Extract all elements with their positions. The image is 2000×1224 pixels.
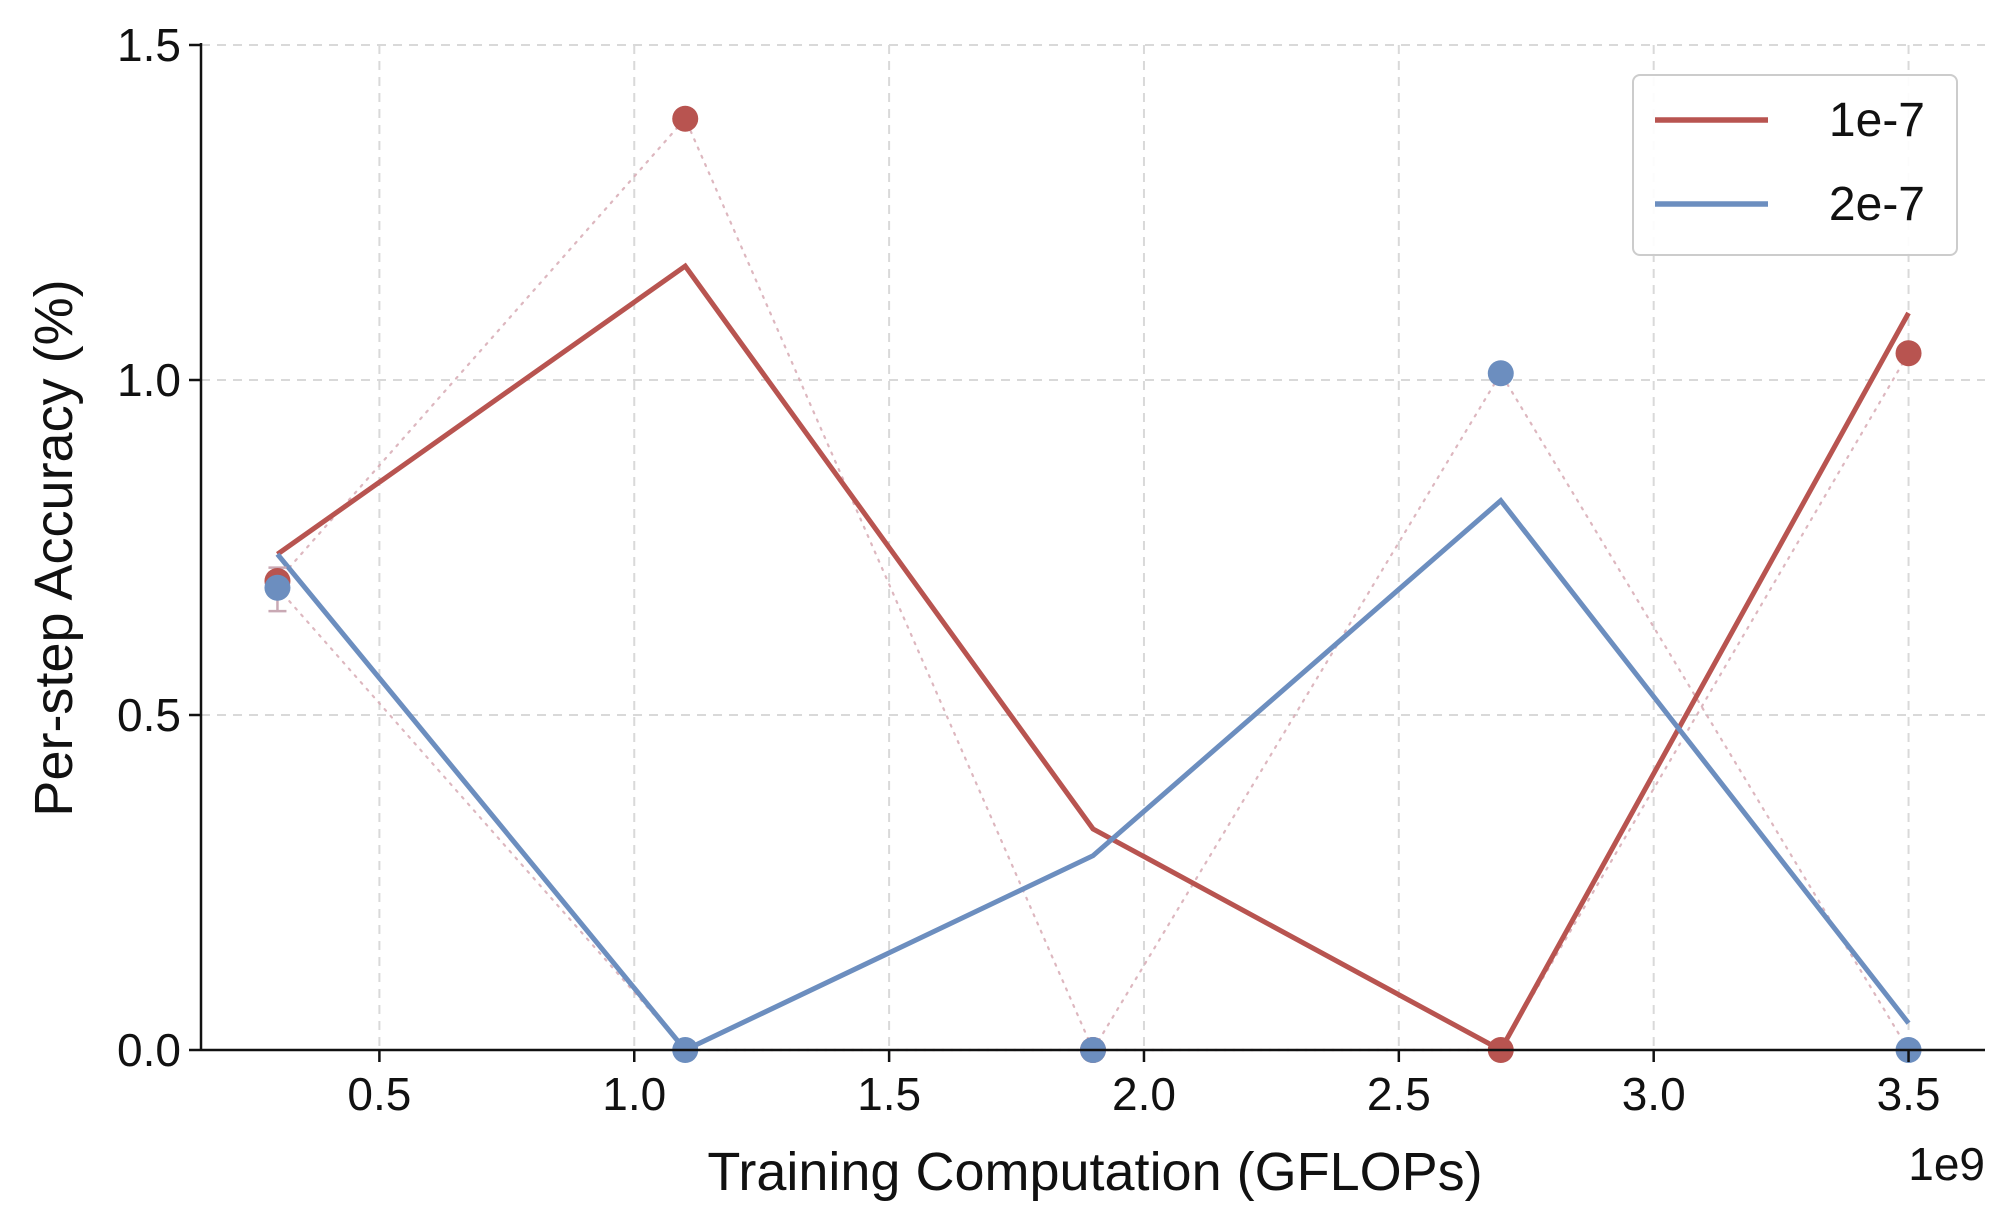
x-tick-label: 1.0 [602, 1068, 666, 1120]
data-point-2e-7 [1487, 360, 1514, 387]
y-tick-label: 0.0 [117, 1024, 181, 1076]
y-axis-label: Per-step Accuracy (%) [24, 279, 84, 816]
x-tick-label: 3.0 [1622, 1068, 1686, 1120]
y-tick-label: 0.5 [117, 689, 181, 741]
dotted-connectors [276, 116, 1910, 1052]
legend: 1e-7 2e-7 [1632, 74, 1958, 256]
data-point-1e-7 [1895, 340, 1922, 367]
series-lines [275, 262, 1911, 1054]
dotted-line-1e-7 [276, 116, 1910, 1052]
x-axis-label: Training Computation (GFLOPs) [707, 1142, 1482, 1202]
axes [199, 43, 1985, 1052]
x-tick-label: 3.5 [1877, 1068, 1941, 1120]
x-tick-label: 1.5 [857, 1068, 921, 1120]
x-tick-label: 0.5 [347, 1068, 411, 1120]
y-tick-label: 1.5 [117, 19, 181, 71]
series-line-1e-7 [276, 262, 1911, 1054]
data-point-1e-7 [672, 105, 699, 132]
x-axis-offset-label: 1e9 [1908, 1138, 1985, 1190]
y-axis-ticks: 0.0 0.5 1.0 1.5 [117, 19, 201, 1076]
x-tick-label: 2.5 [1367, 1068, 1431, 1120]
x-tick-label: 2.0 [1112, 1068, 1176, 1120]
y-tick-label: 1.0 [117, 354, 181, 406]
legend-label: 1e-7 [1829, 94, 1925, 147]
data-point-2e-7 [264, 574, 291, 601]
legend-label: 2e-7 [1829, 178, 1925, 231]
x-axis-ticks: 0.5 1.0 1.5 2.0 2.5 3.0 3.5 [347, 1050, 1941, 1120]
series-line-2e-7 [275, 496, 1911, 1054]
